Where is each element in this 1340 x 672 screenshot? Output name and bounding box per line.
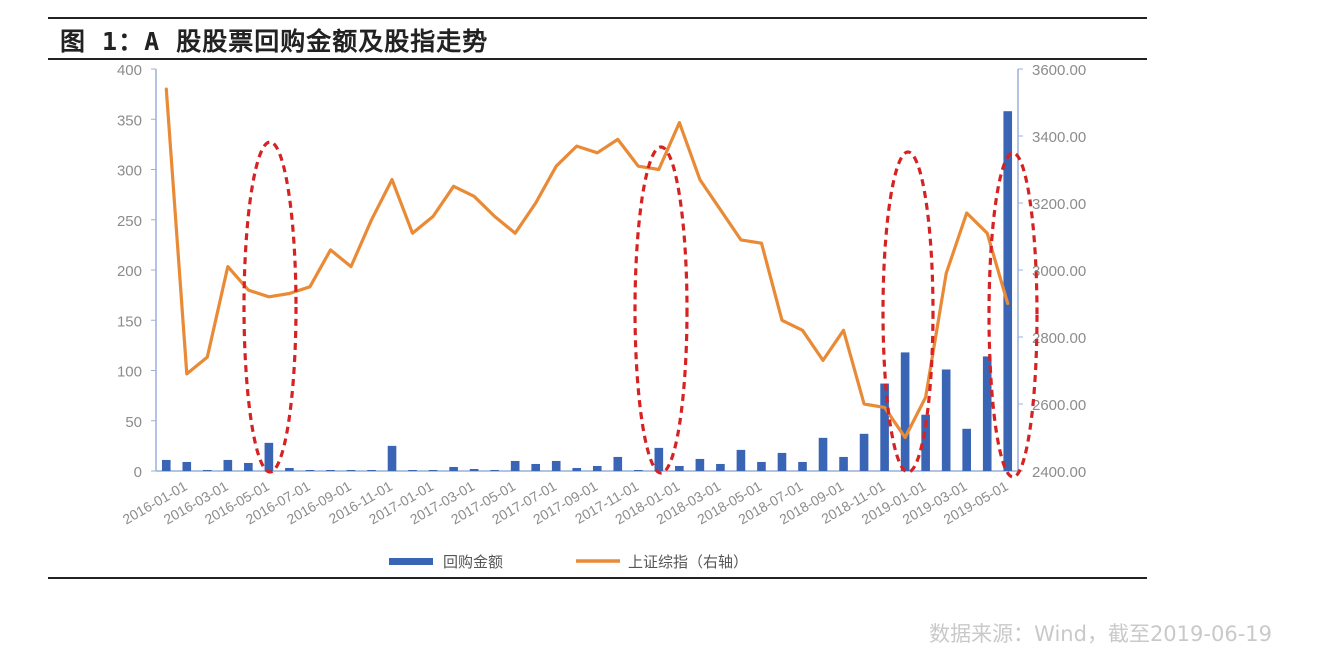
legend-label-line: 上证综指（右轴） [628,553,748,571]
bar [633,469,643,471]
y-right-tick-label: 3000.00 [1032,263,1086,280]
bar [408,469,417,471]
y-left-tick-label: 300 [117,163,142,180]
bar [613,456,623,471]
dashed-ellipse-annotation [987,151,1039,479]
bar [941,369,951,471]
bar [982,356,992,471]
bar [757,461,766,471]
y-right-tick-label: 2600.00 [1032,397,1086,414]
bar [161,459,171,471]
bar [880,383,889,471]
figure-title: 图 1：A 股股票回购金额及股指走势 [60,27,489,56]
bar [900,352,910,471]
plot-area: 0 50 100 150 200 250 300 350 400 2400.00 2600.00 28… [117,62,1086,527]
y-left-tick-label: 200 [117,263,142,280]
bar [675,465,684,471]
y-left-tick-label: 50 [125,414,142,431]
y-left-tick-label: 100 [117,364,142,381]
y-left-tick-label: 400 [117,62,142,79]
y-right-tick-label: 3600.00 [1032,62,1086,79]
y-right-tick-label: 2800.00 [1032,330,1086,347]
legend: 回购金额 上证综指（右轴） [389,553,748,571]
source-note: 数据来源：Wind，截至2019-06-19 [929,622,1272,646]
bar [736,449,746,471]
y-left-tick-label: 150 [117,313,142,330]
bar [859,433,869,471]
y-left-tick-label: 250 [117,213,142,230]
bar [962,428,972,471]
dashed-ellipse-annotation [881,150,935,474]
bar [469,468,479,471]
bar [716,463,725,471]
bar [182,461,192,471]
bar [490,469,499,471]
bar [510,460,520,471]
y-right-tick-label: 3200.00 [1032,196,1086,213]
bar [592,465,602,471]
legend-swatch-bar [389,558,433,565]
dashed-ellipse-annotation [633,145,689,475]
bar [346,469,356,471]
line-series [164,87,1010,440]
y-right-tick-label: 3400.00 [1032,129,1086,146]
bar [244,462,253,471]
bar [777,452,787,471]
bar [839,456,848,471]
bar [305,469,315,471]
bar [818,437,828,471]
bar [921,414,930,471]
bar [202,469,212,471]
bar [551,460,561,471]
bar [387,445,397,471]
y-left-tick-label: 350 [117,112,142,129]
bar [223,459,233,471]
bar [1003,111,1013,472]
y-right-tick-label: 2400.00 [1032,464,1086,481]
bar [572,467,582,471]
y-left-tick-label: 0 [134,464,142,481]
dashed-ellipse-annotation [242,140,298,474]
bar [531,463,541,471]
bar [326,469,335,471]
bar [367,469,376,471]
bar [695,458,705,471]
bar [285,467,294,471]
legend-label-bar: 回购金额 [443,553,503,571]
bar [798,461,807,471]
bar [654,447,664,471]
bar [428,469,438,471]
bar [449,466,458,471]
bar [264,442,274,471]
